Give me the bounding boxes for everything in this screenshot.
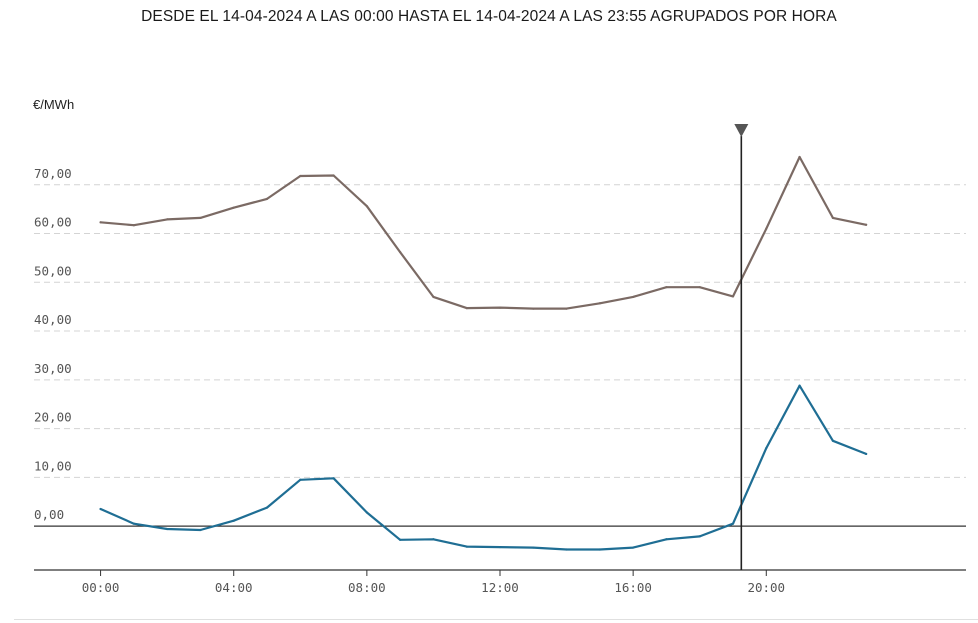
series-1-point [831, 439, 834, 442]
x-tick-label: 20:00 [747, 580, 785, 595]
series-1-point [532, 546, 535, 549]
footer-divider [14, 619, 978, 620]
series-1-point [632, 546, 635, 549]
y-tick-label: 60,00 [34, 215, 72, 230]
series-1-point [498, 545, 502, 549]
series-1-point [132, 522, 135, 525]
series-1-point [332, 477, 335, 480]
series-1-point [199, 528, 202, 532]
y-tick-label: 40,00 [34, 312, 72, 327]
series-1-point [865, 452, 868, 456]
y-tick-label: 30,00 [34, 361, 72, 376]
series-0-point [632, 295, 635, 299]
y-tick-label: 10,00 [34, 458, 72, 473]
series-0-point [99, 221, 102, 224]
series-1-point [798, 384, 801, 387]
y-tick-label: 20,00 [34, 410, 72, 425]
series-0-point [798, 155, 801, 159]
series-1-point [265, 506, 269, 509]
series-1-point [399, 538, 402, 541]
series-0-point [332, 174, 335, 177]
x-tick-label: 04:00 [215, 580, 253, 595]
series-1-point [99, 507, 102, 511]
series-0-point [166, 218, 169, 221]
series-0-point [432, 295, 435, 299]
series-1-point [465, 545, 468, 548]
x-tick-label: 08:00 [348, 580, 386, 595]
series-0-point [265, 197, 269, 201]
series-1-point [765, 446, 768, 450]
series-0-point [199, 216, 202, 220]
series-0-point [565, 307, 568, 310]
series-0-point [598, 302, 601, 305]
series-0-point [831, 216, 834, 220]
series-line-1 [99, 384, 868, 551]
series-0-point [665, 286, 668, 289]
y-tick-label: 70,00 [34, 166, 72, 181]
series-0-point [365, 205, 368, 208]
series-1-point [432, 538, 435, 541]
series-1-point [665, 538, 668, 541]
series-1-point [598, 548, 601, 551]
series-line-0 [99, 155, 868, 310]
x-tick-label: 00:00 [82, 580, 120, 595]
series-0-point [532, 307, 535, 310]
series-0-point [465, 307, 468, 310]
series-1-point [698, 535, 701, 538]
series-0-point [399, 250, 402, 254]
chart-title: DESDE EL 14-04-2024 A LAS 00:00 HASTA EL… [141, 8, 837, 25]
series-0-point [765, 227, 768, 230]
series-0-point [865, 223, 868, 226]
time-marker-handle-icon[interactable] [734, 124, 749, 137]
y-axis-unit-label: €/MWh [33, 97, 75, 112]
x-tick-label: 12:00 [481, 580, 519, 595]
series-0-point [132, 224, 135, 227]
series-0-point [731, 295, 735, 298]
series-0-point [299, 174, 302, 178]
series-1-point [731, 522, 735, 525]
series-1-point [166, 527, 169, 531]
y-tick-label: 0,00 [34, 507, 64, 522]
series-1-point [299, 478, 302, 481]
series-0-point [498, 306, 502, 309]
series-0-point [698, 286, 701, 289]
x-tick-label: 16:00 [614, 580, 652, 595]
y-tick-label: 50,00 [34, 263, 72, 278]
series-0-point [232, 206, 235, 209]
series-1-point [365, 511, 368, 514]
series-1-point [232, 519, 235, 522]
series-1-point [565, 548, 568, 551]
